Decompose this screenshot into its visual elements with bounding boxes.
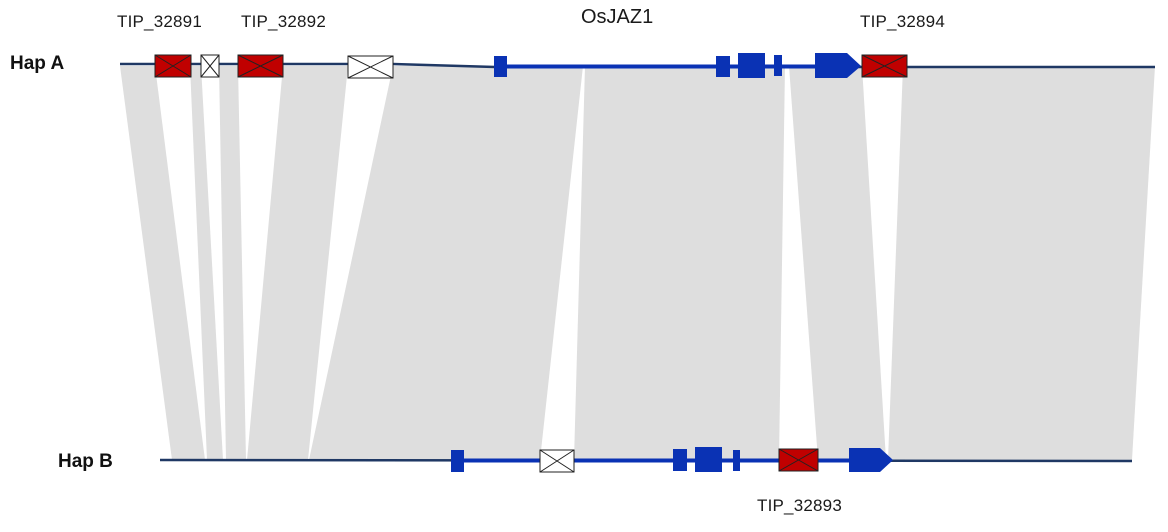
te-insertion-32892 bbox=[237, 54, 284, 78]
gene-exon bbox=[451, 450, 464, 472]
synteny-bands bbox=[120, 66, 1155, 460]
te-label-32894: TIP_32894 bbox=[860, 12, 945, 31]
te-empty bbox=[539, 449, 575, 473]
gene-intron bbox=[495, 64, 815, 69]
hap-b-track bbox=[159, 447, 1133, 473]
gene-exon bbox=[695, 447, 722, 472]
gene-exon-arrow bbox=[815, 53, 861, 78]
gene-model-hap-b bbox=[451, 447, 893, 472]
synteny-band bbox=[190, 66, 223, 460]
gene-exon bbox=[716, 56, 730, 77]
te-insertion-32891 bbox=[154, 54, 192, 78]
gene-label: OsJAZ1 bbox=[581, 6, 654, 28]
gene-exon bbox=[494, 56, 507, 77]
hap-a-label: Hap A bbox=[10, 53, 65, 74]
gene-exon bbox=[733, 450, 740, 471]
gene-exon bbox=[738, 53, 765, 78]
te-label-32893: TIP_32893 bbox=[757, 496, 842, 515]
synteny-band bbox=[309, 66, 583, 460]
synteny-band bbox=[247, 66, 348, 460]
gene-exon bbox=[673, 449, 687, 471]
gene-exon-arrow bbox=[849, 448, 893, 472]
te-small-empty bbox=[200, 54, 220, 78]
te-insertion-32894 bbox=[861, 54, 908, 78]
te-label-32892: TIP_32892 bbox=[241, 12, 326, 31]
gene-exon bbox=[774, 55, 782, 76]
te-label-32891: TIP_32891 bbox=[117, 12, 202, 31]
synteny-band bbox=[120, 66, 205, 460]
synteny-band bbox=[574, 66, 785, 460]
synteny-band bbox=[789, 66, 886, 460]
te-insertion-32893 bbox=[778, 448, 819, 472]
gene-model-hap-a bbox=[494, 53, 861, 78]
hap-a-track bbox=[120, 53, 1155, 79]
hap-b-label: Hap B bbox=[58, 451, 113, 472]
synteny-band bbox=[888, 66, 1155, 460]
te-empty bbox=[347, 55, 394, 79]
gene-intron bbox=[452, 458, 852, 463]
synteny-band bbox=[219, 66, 246, 460]
